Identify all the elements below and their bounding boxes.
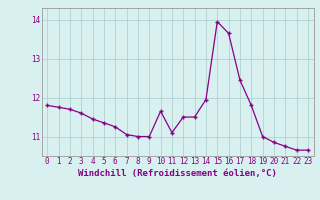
X-axis label: Windchill (Refroidissement éolien,°C): Windchill (Refroidissement éolien,°C) [78,169,277,178]
